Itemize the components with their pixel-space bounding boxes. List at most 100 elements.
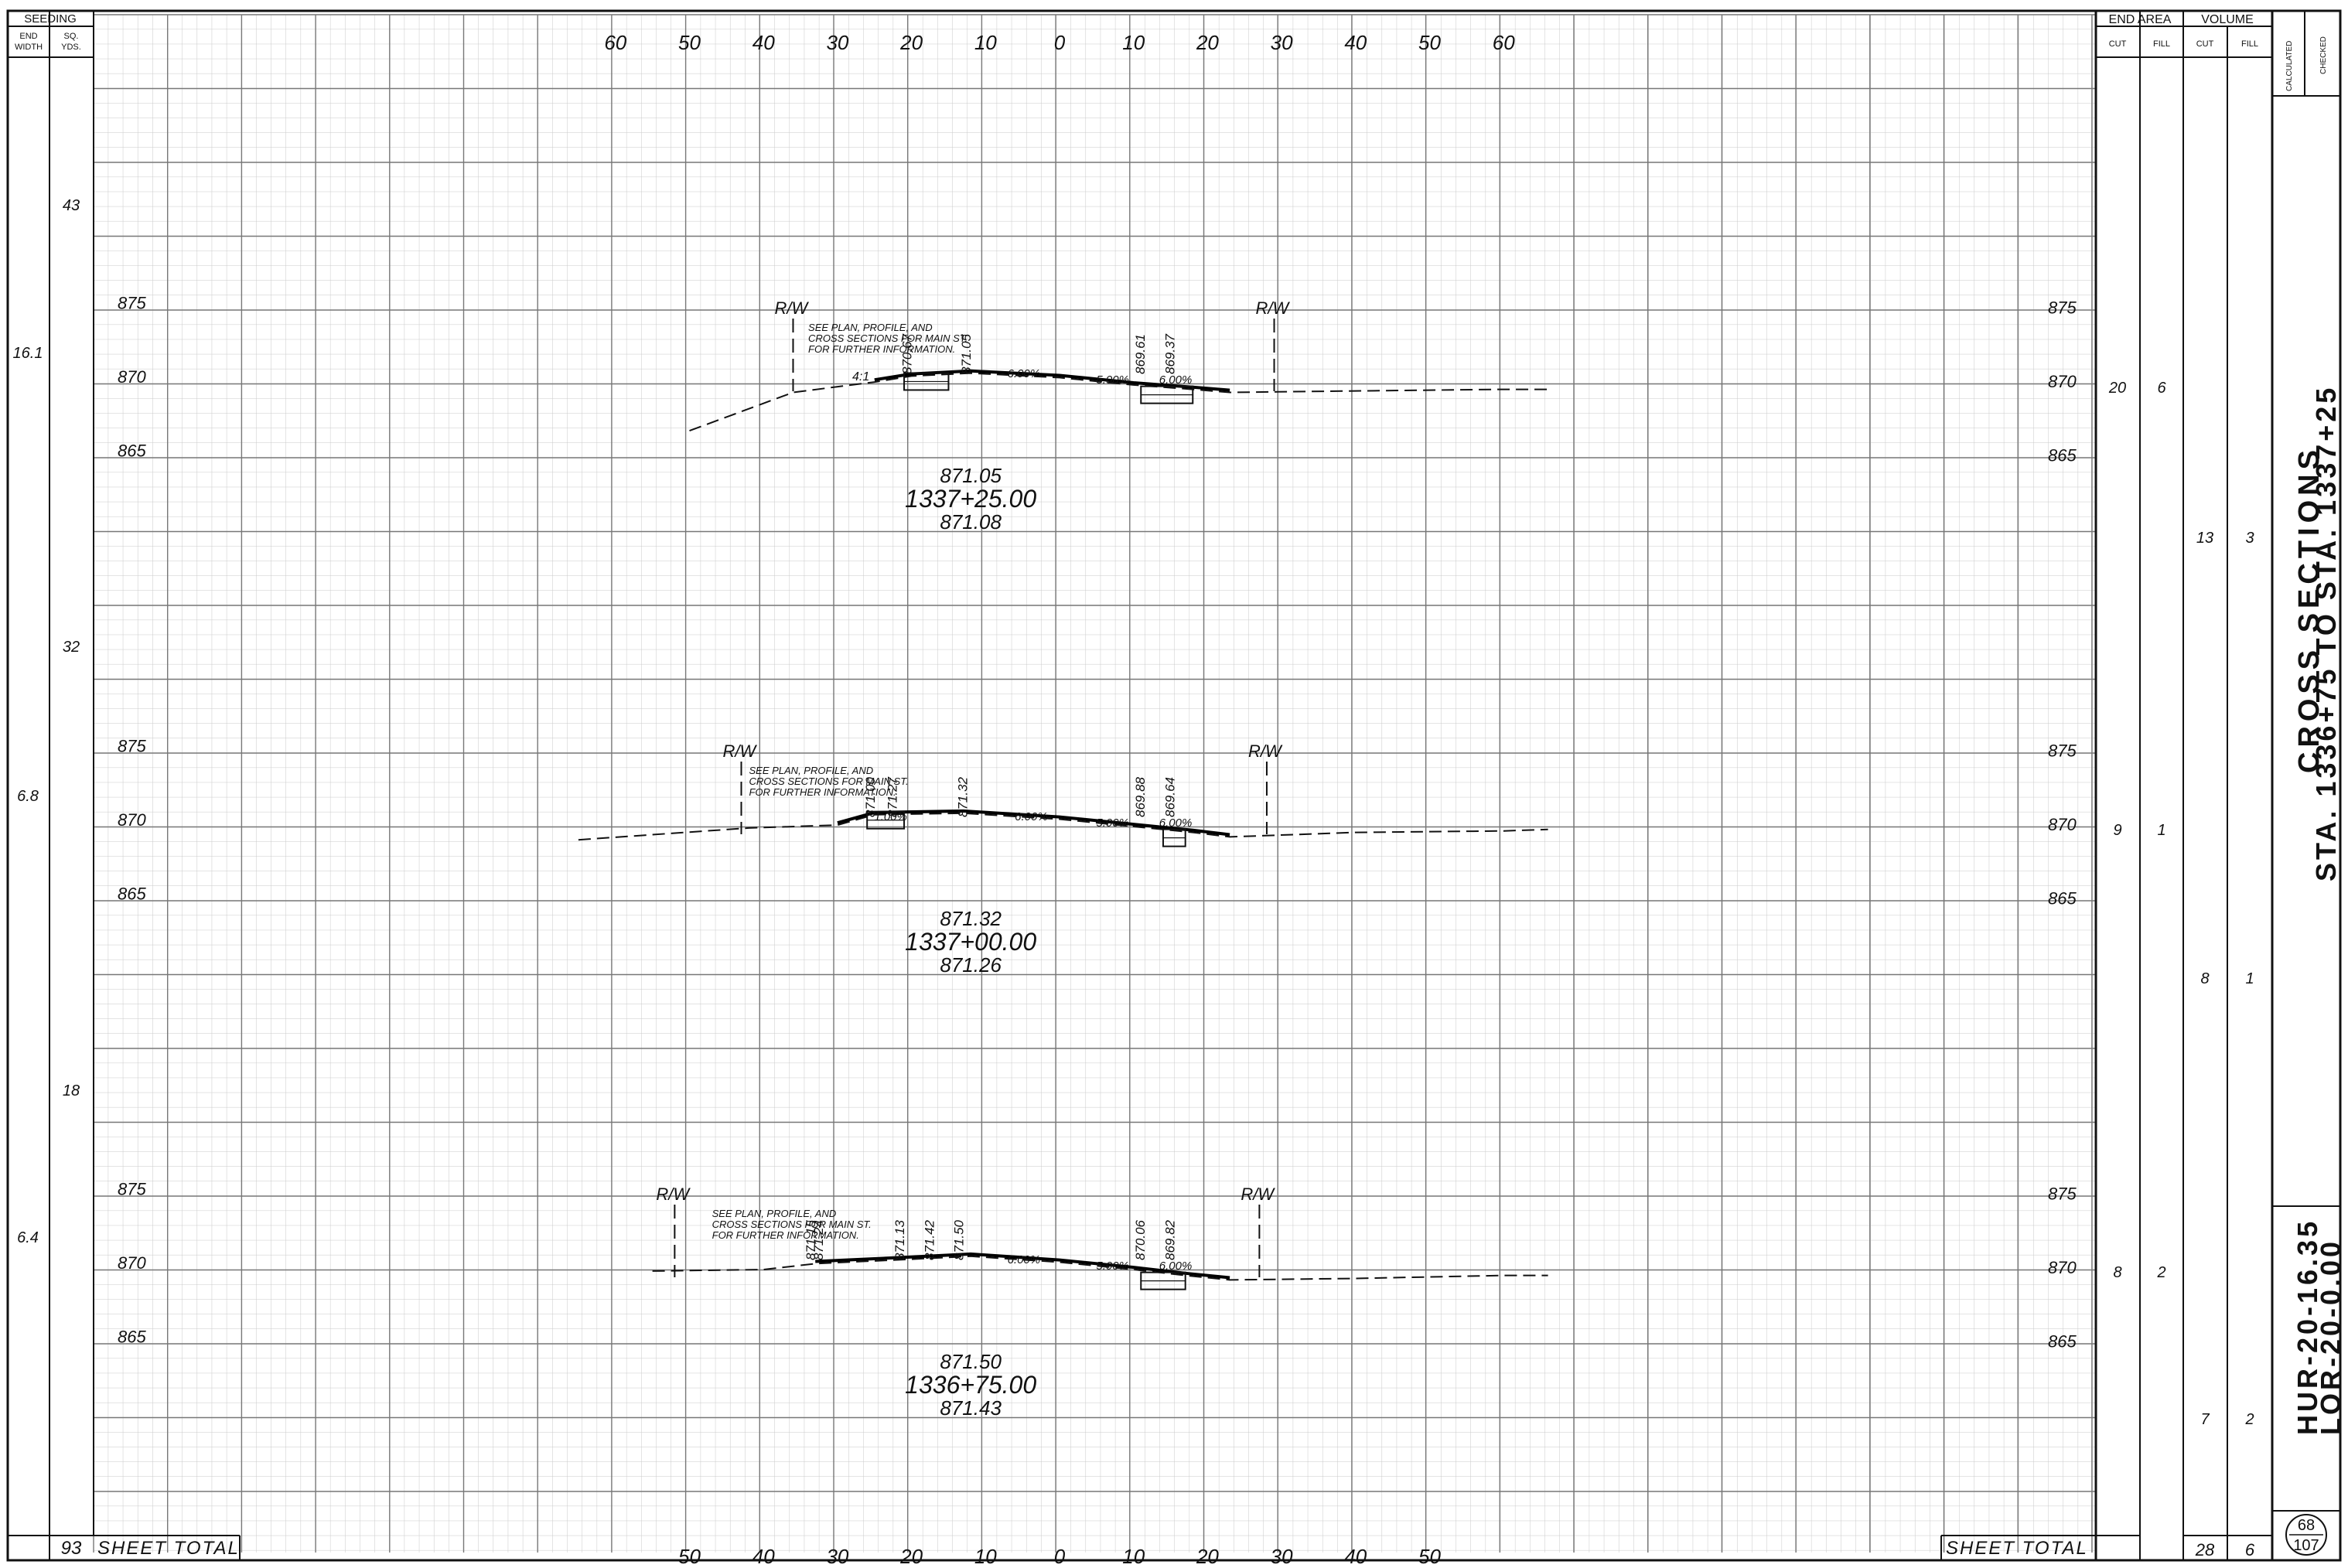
station-label: 1337+00.00 bbox=[905, 928, 1036, 956]
spot-elevation: 871.24 bbox=[811, 1220, 826, 1260]
seeding-sqyds: 43 bbox=[63, 197, 80, 214]
right-of-way-label: R/W bbox=[1241, 1185, 1275, 1204]
spot-elevation: 871.32 bbox=[955, 776, 970, 817]
offset-label-bottom: 50 bbox=[678, 1545, 701, 1568]
reference-note: SEE PLAN, PROFILE, AND bbox=[808, 322, 933, 333]
existing-ground-line bbox=[578, 812, 1548, 841]
cross-sections: 875 875 870 870 865 865 R/W R/W SEE PLAN, PROFIL… bbox=[118, 294, 2077, 1420]
offset-label-top: 40 bbox=[753, 31, 775, 54]
spot-elevation: 870.06 bbox=[1133, 1219, 1148, 1260]
elevation-label-right: 865 bbox=[2048, 889, 2077, 908]
seeding-sqyds: 18 bbox=[63, 1082, 80, 1099]
offset-labels-bottom: 50 40 30 20 10 0 10 20 30 40 50 bbox=[678, 1545, 1441, 1568]
grade-label: 6.00% bbox=[1008, 1253, 1041, 1266]
seeding-width: 6.8 bbox=[17, 788, 39, 805]
reference-note: CROSS SECTIONS FOR MAIN ST. bbox=[712, 1219, 872, 1230]
offset-label-bottom: 30 bbox=[826, 1545, 848, 1568]
elevation-label-left: 870 bbox=[118, 1253, 146, 1273]
grade-label: 6.00% bbox=[1159, 816, 1193, 830]
seeding-total: 93 bbox=[61, 1538, 82, 1559]
sheet-number: 68 bbox=[2298, 1517, 2315, 1534]
proposed-surface-line bbox=[837, 809, 1230, 837]
reference-note: SEE PLAN, PROFILE, AND bbox=[749, 765, 873, 776]
end-area-cut-header: CUT bbox=[2109, 39, 2127, 49]
volume-cut: 13 bbox=[2196, 530, 2213, 547]
volume-fill: 3 bbox=[2245, 530, 2254, 547]
elevation-label-left: 865 bbox=[118, 885, 146, 904]
reference-note: SEE PLAN, PROFILE, AND bbox=[712, 1208, 837, 1219]
offset-label-top: 20 bbox=[899, 31, 923, 54]
station-elevation-above: 871.32 bbox=[940, 907, 1002, 930]
fine-grid bbox=[94, 15, 2096, 1553]
end-area-fill: 1 bbox=[2157, 822, 2165, 839]
offset-label-bottom: 10 bbox=[974, 1545, 997, 1568]
cross-section-1: 875 875 870 870 865 865 R/W R/W SEE PLAN, PROFIL… bbox=[118, 294, 2077, 534]
quantities-total-label: SHEET TOTAL bbox=[1946, 1538, 2088, 1559]
grade-label: 6.00% bbox=[1008, 367, 1041, 380]
volume-fill: 2 bbox=[2244, 1411, 2254, 1428]
quantity-values: 20 6 9 1 8 2 13 3 8 1 7 2 bbox=[2108, 380, 2254, 1428]
end-area-fill: 6 bbox=[2157, 380, 2166, 397]
seeding-total-label: SHEET TOTAL bbox=[97, 1538, 240, 1559]
volume-total-cut: 28 bbox=[2195, 1540, 2215, 1559]
spot-elevation: 871.00 bbox=[863, 776, 878, 817]
elevation-label-right: 870 bbox=[2048, 815, 2077, 834]
seeding-rows: 43 16.1 32 6.8 18 6.4 bbox=[13, 197, 80, 1246]
cross-section-2: 875 875 870 870 865 865 R/W R/W SEE PLAN, PROFIL… bbox=[118, 737, 2077, 977]
offset-label-top: 0 bbox=[1054, 31, 1066, 54]
elevation-label-left: 865 bbox=[118, 1328, 146, 1347]
volume-cut: 7 bbox=[2200, 1411, 2210, 1428]
offset-label-top: 60 bbox=[1493, 31, 1515, 54]
reference-note: CROSS SECTIONS FOR MAIN ST. bbox=[808, 332, 968, 344]
spot-elevation: 871.27 bbox=[885, 776, 899, 817]
spot-elevation: 869.82 bbox=[1162, 1219, 1177, 1260]
station-range: STA. 1336+75 TO STA. 1337+25 bbox=[2310, 385, 2342, 881]
end-area-cut: 9 bbox=[2113, 822, 2121, 839]
elevation-label-left: 865 bbox=[118, 441, 146, 461]
elevation-label-right: 865 bbox=[2048, 446, 2077, 465]
reference-note: CROSS SECTIONS FOR MAIN ST. bbox=[749, 775, 908, 787]
elevation-label-left: 875 bbox=[118, 294, 146, 313]
slope-label: 4:1 bbox=[852, 370, 869, 383]
spot-elevation: 870.67 bbox=[900, 333, 915, 374]
elevation-label-left: 870 bbox=[118, 367, 146, 387]
seeding-width: 16.1 bbox=[13, 345, 43, 362]
spot-elevation: 869.37 bbox=[1162, 333, 1177, 374]
offset-label-top: 50 bbox=[1418, 31, 1441, 54]
grade-label: 5.00% bbox=[1096, 1260, 1129, 1273]
seeding-sqyds: 32 bbox=[63, 639, 80, 656]
spot-elevation: 871.13 bbox=[892, 1219, 907, 1260]
offset-label-bottom: 40 bbox=[753, 1545, 775, 1568]
offset-label-bottom: 30 bbox=[1271, 1545, 1293, 1568]
elevation-label-right: 865 bbox=[2048, 1332, 2077, 1352]
sheet-count: 107 bbox=[2293, 1537, 2319, 1554]
offset-label-bottom: 40 bbox=[1344, 1545, 1367, 1568]
volume-header: VOLUME bbox=[2201, 13, 2254, 26]
seeding-end-width-header: END bbox=[19, 32, 37, 41]
grade-label: 5.00% bbox=[1096, 373, 1129, 387]
major-grid bbox=[93, 14, 2096, 1553]
elevation-label-left: 875 bbox=[118, 737, 146, 756]
project-number-2: LOR-20-0.00 bbox=[2315, 1239, 2346, 1435]
calculated-label: CALCULATED bbox=[2285, 41, 2294, 91]
end-area-cut: 8 bbox=[2113, 1264, 2121, 1281]
offset-label-top: 40 bbox=[1344, 31, 1367, 54]
seeding-sqyds-header: SQ. bbox=[64, 32, 79, 41]
right-of-way-label: R/W bbox=[722, 741, 757, 761]
offset-label-top: 20 bbox=[1196, 31, 1219, 54]
station-elevation-above: 871.50 bbox=[940, 1350, 1002, 1373]
grade-label: 6.00% bbox=[1015, 810, 1048, 823]
offset-label-bottom: 0 bbox=[1054, 1545, 1066, 1568]
offset-label-top: 30 bbox=[1271, 31, 1293, 54]
volume-fill-header: FILL bbox=[2241, 39, 2258, 49]
sheet-number-circle bbox=[2285, 1514, 2327, 1556]
right-of-way-label: R/W bbox=[1248, 741, 1283, 761]
grade-label: 1.00% bbox=[874, 810, 907, 823]
right-of-way-label: R/W bbox=[774, 298, 809, 318]
reference-note: FOR FURTHER INFORMATION. bbox=[712, 1229, 859, 1241]
offset-label-top: 10 bbox=[1122, 31, 1145, 54]
end-area-fill: 2 bbox=[2156, 1264, 2165, 1281]
end-area-fill-header: FILL bbox=[2153, 39, 2170, 49]
station-elevation-below: 871.26 bbox=[940, 953, 1002, 977]
